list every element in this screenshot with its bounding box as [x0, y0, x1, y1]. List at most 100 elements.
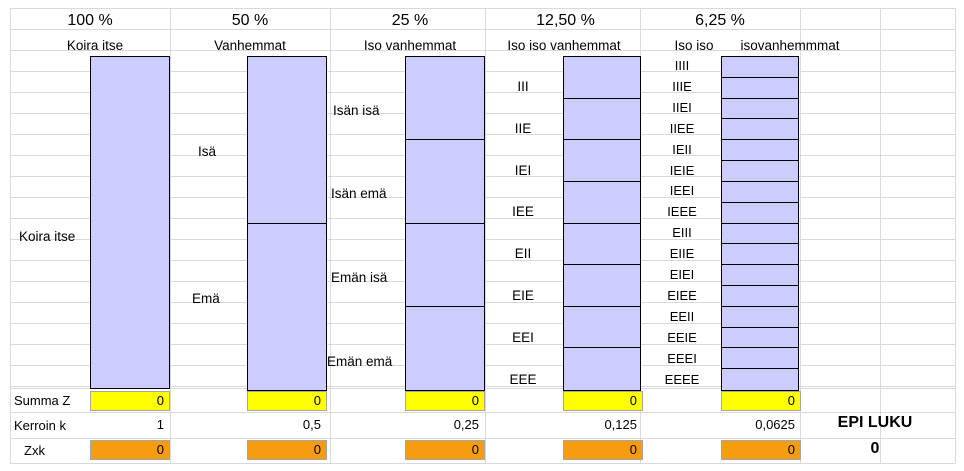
kerroin-k-cell[interactable]: 1: [156, 417, 164, 432]
great-great-grandparent-label: IIIE: [672, 78, 692, 94]
kerroin-k-cell[interactable]: 0,0625: [755, 417, 795, 432]
great-great-grandparent-label: IEEE: [667, 204, 697, 220]
great-great-grandparent-label: IIII: [674, 58, 690, 73]
kerroin-k-cell[interactable]: 0,25: [453, 417, 479, 432]
great-great-grandparent-label: EIEI: [669, 267, 695, 282]
kerroin-k-cell[interactable]: 0,5: [302, 417, 321, 432]
summa-z-cell[interactable]: 0: [405, 391, 485, 411]
summa-z-cell[interactable]: 0: [247, 391, 327, 411]
great-great-grandparent-label: IIEE: [669, 120, 695, 136]
great-grandparent-label: IEI: [514, 162, 532, 178]
grandparent-box: [405, 305, 485, 391]
great-great-grandparent-label: EEEE: [664, 371, 700, 387]
parent-box: [247, 56, 327, 224]
percent-header-gen5: 6,25 %: [695, 12, 745, 29]
grandparent-box: [405, 222, 485, 308]
summa-z-label: Summa Z: [14, 393, 71, 408]
great-great-grandparent-box: [721, 243, 799, 266]
great-great-grandparent-label: EIEE: [667, 287, 697, 303]
zxk-label: Zxk: [24, 443, 45, 458]
great-great-grandparent-box: [721, 368, 799, 391]
great-grandparent-label: EEI: [512, 329, 534, 345]
grandparent-box: [405, 56, 485, 141]
summa-z-cell[interactable]: 0: [721, 391, 801, 411]
subtitle-gen4: Iso iso vanhemmat: [507, 38, 621, 53]
great-great-grandparent-box: [721, 160, 799, 183]
self-label: Koira itse: [19, 229, 76, 244]
great-great-grandparent-box: [721, 264, 799, 287]
great-grandparent-label: IEE: [512, 204, 534, 220]
percent-header-gen2: 50 %: [231, 12, 269, 29]
great-great-grandparent-box: [721, 180, 799, 204]
great-great-grandparent-box: [721, 76, 799, 100]
gridline-horizontal: [10, 50, 955, 51]
zxk-cell[interactable]: 0: [90, 440, 170, 460]
great-grandparent-label: IIE: [514, 120, 532, 136]
great-great-grandparent-box: [721, 139, 799, 162]
zxk-cell[interactable]: 0: [721, 440, 801, 460]
great-grandparent-label: EIE: [512, 288, 534, 303]
kerroin-k-cell[interactable]: 0,125: [604, 417, 637, 432]
gridline-vertical: [170, 8, 171, 463]
great-grandparent-box: [563, 347, 641, 391]
gridline-vertical: [955, 8, 956, 463]
epi-luku-value[interactable]: 0: [870, 440, 880, 457]
subtitle-gen5a: Iso iso: [674, 38, 714, 53]
great-great-grandparent-label: IEIE: [669, 162, 695, 178]
grandparent-label-4: Emän emä: [327, 354, 393, 369]
subtitle-gen3: Iso vanhemmat: [363, 38, 457, 53]
grandparent-box: [405, 139, 485, 224]
great-great-grandparent-box: [721, 222, 799, 245]
gridline-vertical: [880, 8, 881, 463]
great-great-grandparent-label: EEIE: [667, 329, 697, 345]
great-great-grandparent-box: [721, 284, 799, 308]
summa-z-cell[interactable]: 0: [563, 391, 643, 411]
great-great-grandparent-box: [721, 97, 799, 120]
great-great-grandparent-box: [721, 305, 799, 329]
gridline-horizontal: [10, 438, 955, 439]
zxk-cell[interactable]: 0: [247, 440, 327, 460]
gridline-horizontal: [10, 8, 955, 9]
great-grandparent-box: [563, 180, 641, 224]
summa-z-cell[interactable]: 0: [90, 391, 170, 411]
zxk-cell[interactable]: 0: [563, 440, 643, 460]
grandparent-label-2: Isän emä: [331, 186, 387, 201]
gridline-horizontal: [10, 412, 955, 413]
great-grandparent-box: [563, 264, 641, 308]
great-grandparent-box: [563, 222, 641, 266]
great-grandparent-box: [563, 139, 641, 183]
zxk-cell[interactable]: 0: [405, 440, 485, 460]
great-great-grandparent-box: [721, 326, 799, 349]
grandparent-label-1: Isän isä: [333, 103, 380, 118]
grandparent-label-3: Emän isä: [331, 270, 388, 285]
great-great-grandparent-box: [721, 118, 799, 141]
subtitle-gen2: Vanhemmat: [214, 38, 286, 53]
great-grandparent-label: III: [517, 79, 529, 94]
great-grandparent-label: EII: [514, 246, 532, 262]
epi-luku-label: EPI LUKU: [837, 414, 913, 431]
great-great-grandparent-label: EIII: [672, 225, 692, 241]
self-box: [90, 56, 170, 389]
parent-label-dam: Emä: [192, 291, 220, 306]
gridline-horizontal: [10, 463, 955, 464]
great-grandparent-box: [563, 305, 641, 349]
parent-box: [247, 222, 327, 391]
gridline-vertical: [330, 8, 331, 463]
great-great-grandparent-box: [721, 347, 799, 370]
percent-header-gen4: 12,50 %: [536, 12, 595, 29]
subtitle-gen5b: isovanhemmmat: [740, 38, 840, 53]
percent-header-gen3: 25 %: [391, 12, 429, 29]
great-great-grandparent-label: EIIE: [669, 246, 695, 262]
great-great-grandparent-label: IEII: [672, 141, 692, 157]
gridline-vertical: [10, 8, 11, 463]
great-grandparent-label: EEE: [509, 371, 537, 387]
gridline-vertical: [485, 8, 486, 463]
great-grandparent-box: [563, 97, 641, 141]
percent-header-gen1: 100 %: [67, 12, 113, 29]
great-great-grandparent-label: IIEI: [672, 99, 692, 115]
subtitle-gen1: Koira itse: [66, 38, 124, 53]
great-great-grandparent-box: [721, 56, 799, 79]
great-grandparent-box: [563, 56, 641, 100]
parent-label-sire: Isä: [198, 144, 217, 159]
great-great-grandparent-label: IEEI: [669, 183, 695, 199]
